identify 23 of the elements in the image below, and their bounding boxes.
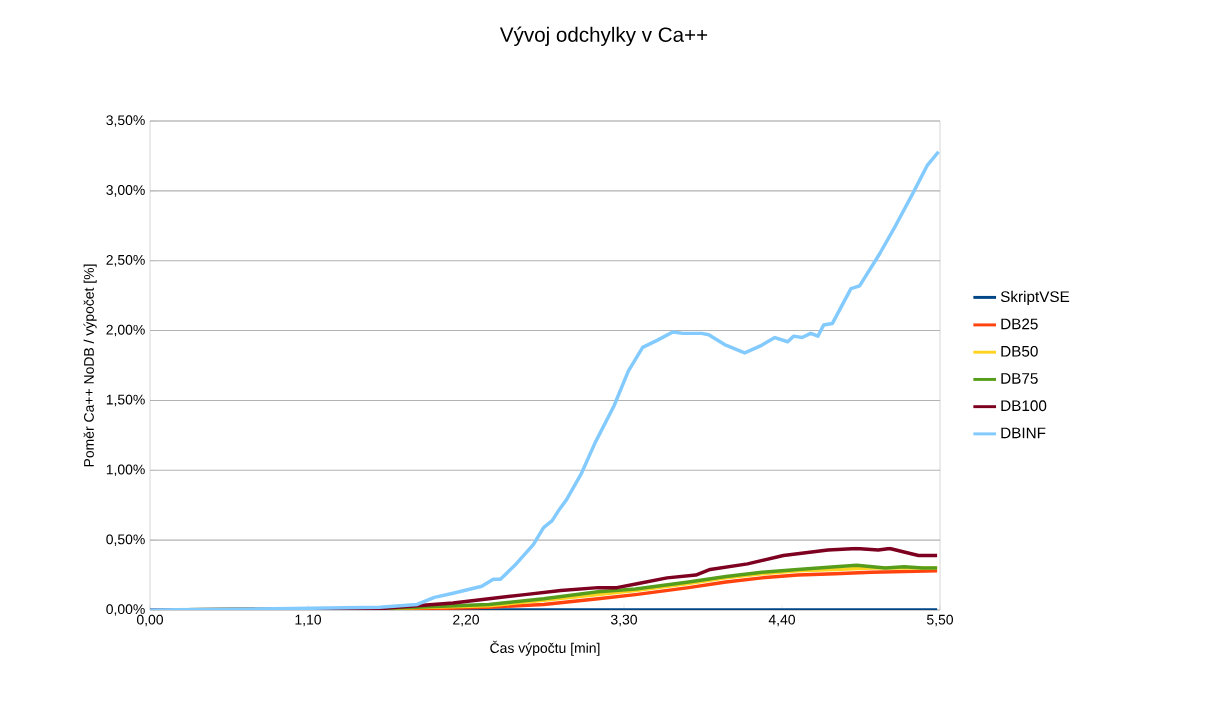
legend-label: DBINF [1001, 427, 1046, 439]
y-tick-label: 0,50% [106, 534, 145, 546]
x-tick-label: 5,50 [926, 614, 954, 627]
legend-label: DB75 [1001, 373, 1038, 384]
y-tick-label: 2,50% [106, 254, 145, 267]
legend-label: SkriptVSE [1000, 290, 1070, 306]
x-tick-label: 2,20 [453, 614, 480, 627]
x-tick-label: 1,10 [295, 614, 322, 627]
y-tick-label: 0,00% [106, 604, 145, 616]
legend-label: DB100 [1001, 400, 1047, 412]
y-tick-label: 1,50% [106, 394, 145, 407]
x-tick-label: 0,00 [136, 614, 164, 627]
y-axis-title: Poměr Ca++ NoDB / výpočet [%] [83, 264, 97, 467]
y-tick-label: 1,00% [106, 464, 145, 477]
legend-label: DB25 [1001, 318, 1038, 330]
chart-title: Vývoj odchylky v Ca++ [499, 26, 708, 47]
x-axis-title: Čas výpočtu [min] [490, 640, 600, 656]
x-tick-label: 4,40 [768, 614, 796, 627]
x-tick-label: 3,30 [610, 614, 638, 627]
y-tick-label: 2,00% [106, 324, 145, 337]
legend-label: DB50 [1001, 345, 1038, 357]
y-tick-label: 3,50% [106, 115, 145, 127]
y-tick-label: 3,00% [106, 185, 145, 197]
